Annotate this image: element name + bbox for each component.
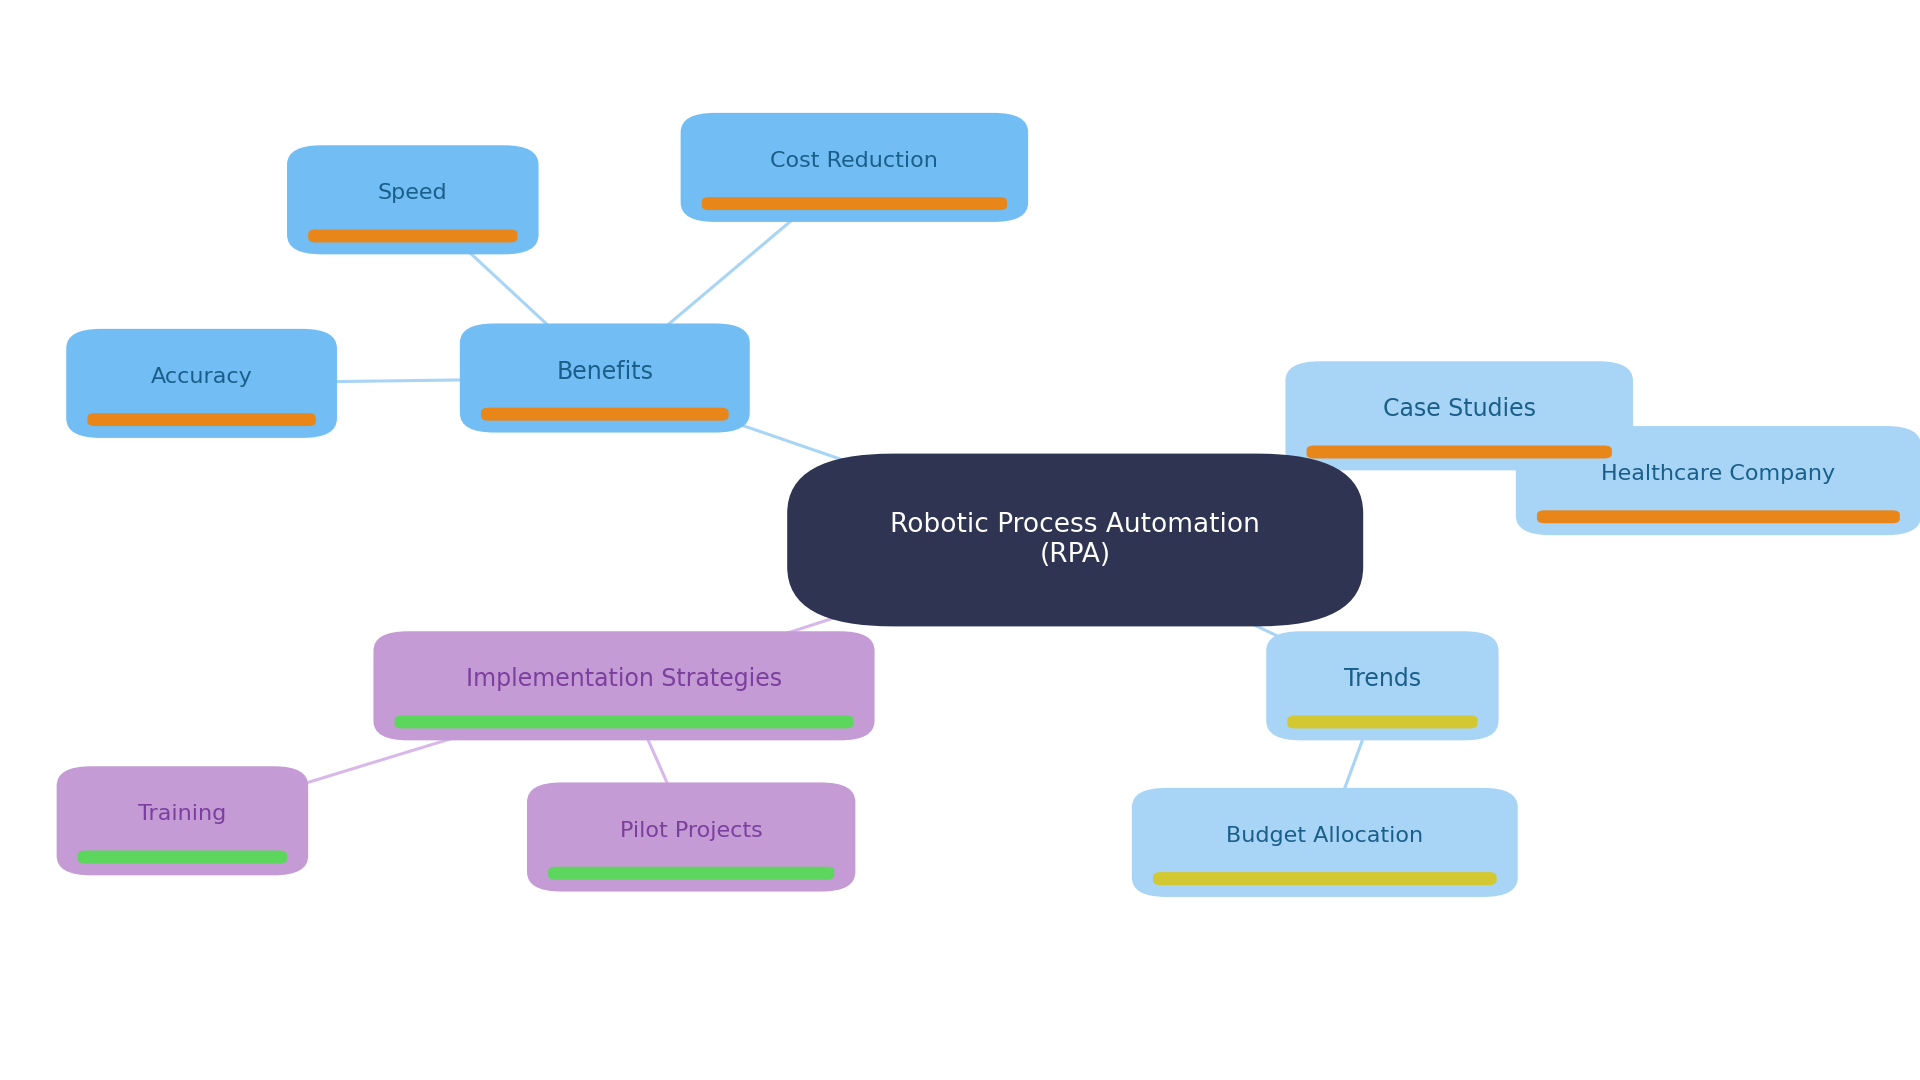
FancyBboxPatch shape: [88, 413, 315, 426]
FancyBboxPatch shape: [286, 146, 538, 255]
Text: Robotic Process Automation
(RPA): Robotic Process Automation (RPA): [891, 512, 1260, 568]
FancyBboxPatch shape: [1536, 510, 1901, 523]
FancyBboxPatch shape: [307, 230, 518, 243]
Text: Trends: Trends: [1344, 667, 1421, 691]
FancyBboxPatch shape: [77, 851, 288, 864]
FancyBboxPatch shape: [65, 328, 338, 438]
Text: Budget Allocation: Budget Allocation: [1227, 826, 1423, 846]
Text: Case Studies: Case Studies: [1382, 397, 1536, 421]
FancyBboxPatch shape: [680, 112, 1027, 222]
FancyBboxPatch shape: [1306, 445, 1613, 458]
FancyBboxPatch shape: [58, 767, 307, 875]
FancyBboxPatch shape: [461, 324, 749, 432]
Text: Speed: Speed: [378, 184, 447, 203]
FancyBboxPatch shape: [1152, 873, 1496, 886]
Text: Implementation Strategies: Implementation Strategies: [467, 667, 781, 691]
FancyBboxPatch shape: [703, 197, 1006, 210]
Text: Training: Training: [138, 805, 227, 824]
FancyBboxPatch shape: [526, 782, 854, 892]
Text: Benefits: Benefits: [557, 360, 653, 383]
Text: Accuracy: Accuracy: [152, 367, 252, 387]
FancyBboxPatch shape: [1131, 788, 1517, 896]
FancyBboxPatch shape: [372, 631, 876, 741]
Text: Cost Reduction: Cost Reduction: [770, 151, 939, 171]
FancyBboxPatch shape: [480, 407, 730, 420]
FancyBboxPatch shape: [1267, 631, 1498, 741]
Text: Healthcare Company: Healthcare Company: [1601, 464, 1836, 484]
FancyBboxPatch shape: [1517, 426, 1920, 535]
FancyBboxPatch shape: [1286, 715, 1476, 728]
FancyBboxPatch shape: [1286, 361, 1632, 471]
FancyBboxPatch shape: [396, 715, 852, 728]
FancyBboxPatch shape: [787, 454, 1363, 626]
FancyBboxPatch shape: [549, 866, 833, 879]
Text: Pilot Projects: Pilot Projects: [620, 821, 762, 840]
